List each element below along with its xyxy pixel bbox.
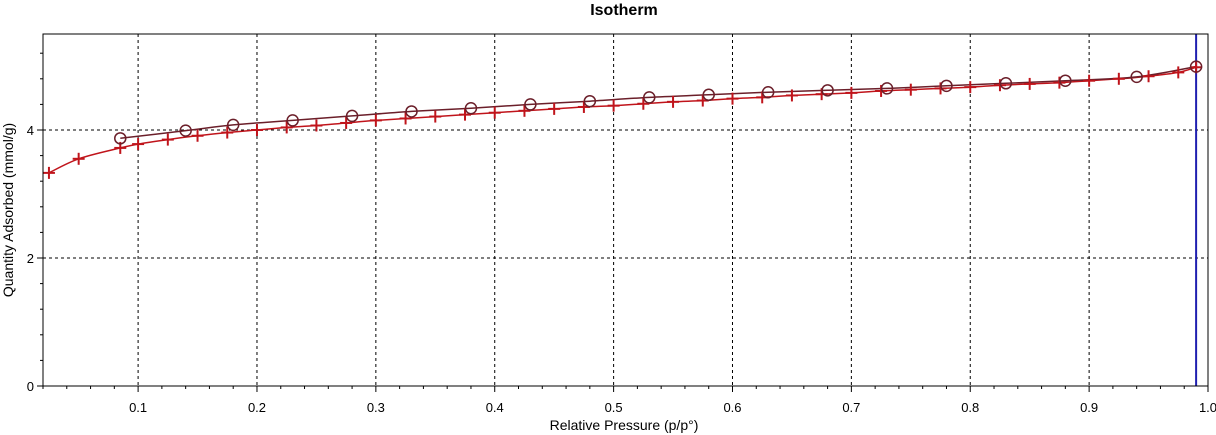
plus-marker (340, 116, 353, 129)
plus-marker (637, 97, 650, 110)
x-tick-label: 0.4 (486, 400, 504, 415)
circle-marker (179, 124, 192, 137)
plus-marker (369, 114, 382, 127)
circle-marker (999, 77, 1013, 90)
plus-marker (429, 110, 442, 123)
plot-frame (42, 33, 1209, 387)
plus-marker (1023, 77, 1036, 90)
plus-marker (548, 102, 561, 115)
circle-marker (940, 79, 953, 93)
plus-marker (488, 106, 501, 119)
chart-title: Isotherm (590, 2, 658, 19)
plus-marker (221, 126, 234, 139)
plus-marker (1112, 72, 1125, 85)
circle-marker (761, 85, 775, 99)
x-tick-label: 1.0 (1199, 400, 1216, 415)
plus-marker (667, 95, 680, 108)
plus-marker (726, 92, 739, 105)
circle-marker (702, 88, 715, 102)
x-tick-label: 0.7 (842, 400, 860, 415)
x-axis-label: Relative Pressure (p/p°) (550, 417, 699, 433)
plus-marker (1083, 74, 1096, 87)
x-tick-label: 0.1 (129, 400, 147, 415)
circle-marker (464, 101, 478, 115)
plus-marker (459, 108, 472, 121)
plus-marker (191, 129, 204, 142)
y-tick-label: 0 (27, 379, 34, 394)
series-curves (48, 65, 1197, 174)
plus-marker (518, 104, 531, 117)
plus-marker (1190, 61, 1203, 74)
circle-marker (524, 98, 537, 111)
circle-marker (345, 109, 359, 123)
axis-ticks: 0.1 0.2 0.3 0.4 0.5 0.6 0.7 0.8 0.9 1.0 0 2 4 (27, 52, 1216, 415)
circle-marker (286, 114, 299, 127)
x-tick-label: 0.8 (961, 400, 979, 415)
grid-lines (43, 34, 1208, 386)
plus-marker (250, 124, 263, 136)
circle-marker (880, 82, 894, 95)
plus-marker (964, 81, 977, 94)
plus-marker (72, 152, 85, 165)
x-tick-label: 0.5 (605, 400, 623, 415)
circle-marker (1189, 60, 1203, 73)
circle-marker (1059, 74, 1072, 87)
plus-marker (1172, 66, 1185, 79)
series-markers (42, 60, 1203, 179)
series-2-curve (120, 65, 1197, 140)
circle-marker (114, 132, 127, 145)
plus-marker (904, 83, 917, 96)
y-tick-label: 4 (27, 123, 34, 138)
plus-marker (42, 166, 55, 179)
series-1-curve (48, 66, 1197, 174)
plus-marker (310, 119, 323, 132)
circle-marker (1130, 70, 1143, 84)
plus-marker (132, 138, 145, 151)
plus-marker (785, 89, 798, 102)
circle-marker (583, 94, 597, 108)
plus-marker (607, 99, 620, 112)
y-tick-label: 2 (27, 251, 34, 266)
circle-marker (405, 105, 418, 118)
circle-marker (226, 118, 240, 132)
circle-marker (643, 91, 656, 104)
plus-marker (845, 86, 858, 99)
plus-marker (399, 112, 412, 125)
x-tick-label: 0.6 (723, 400, 741, 415)
circle-marker (821, 84, 834, 97)
x-tick-label: 0.2 (248, 400, 266, 415)
plus-marker (280, 121, 293, 134)
x-tick-label: 0.3 (367, 400, 385, 415)
plus-marker (161, 133, 174, 146)
y-axis-label: Quantity Adsorbed (mmol/g) (0, 123, 16, 297)
plus-marker (1142, 70, 1155, 83)
x-tick-label: 0.9 (1080, 400, 1098, 415)
